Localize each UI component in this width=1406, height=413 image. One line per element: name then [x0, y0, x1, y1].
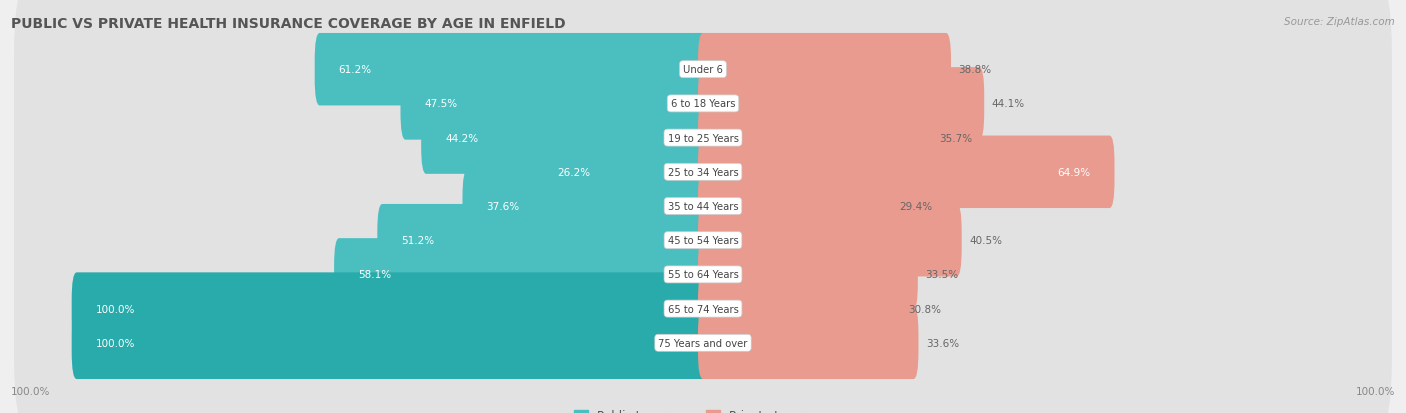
Text: 30.8%: 30.8%: [908, 304, 942, 314]
FancyBboxPatch shape: [534, 136, 709, 209]
Text: Source: ZipAtlas.com: Source: ZipAtlas.com: [1284, 17, 1395, 26]
FancyBboxPatch shape: [401, 68, 709, 140]
FancyBboxPatch shape: [14, 22, 1392, 186]
Text: 100.0%: 100.0%: [11, 387, 51, 396]
FancyBboxPatch shape: [697, 136, 1115, 209]
FancyBboxPatch shape: [697, 273, 901, 345]
Text: 75 Years and over: 75 Years and over: [658, 338, 748, 348]
FancyBboxPatch shape: [14, 90, 1392, 254]
FancyBboxPatch shape: [697, 204, 962, 277]
Text: PUBLIC VS PRIVATE HEALTH INSURANCE COVERAGE BY AGE IN ENFIELD: PUBLIC VS PRIVATE HEALTH INSURANCE COVER…: [11, 17, 565, 31]
FancyBboxPatch shape: [14, 124, 1392, 289]
FancyBboxPatch shape: [14, 159, 1392, 323]
FancyBboxPatch shape: [335, 239, 709, 311]
FancyBboxPatch shape: [697, 170, 893, 243]
Text: 55 to 64 Years: 55 to 64 Years: [668, 270, 738, 280]
Text: 37.6%: 37.6%: [486, 202, 519, 211]
Text: 45 to 54 Years: 45 to 54 Years: [668, 236, 738, 246]
FancyBboxPatch shape: [315, 34, 709, 106]
Text: 44.2%: 44.2%: [444, 133, 478, 143]
FancyBboxPatch shape: [14, 227, 1392, 391]
FancyBboxPatch shape: [697, 307, 918, 379]
Text: 44.1%: 44.1%: [991, 99, 1025, 109]
Text: 33.6%: 33.6%: [927, 338, 959, 348]
FancyBboxPatch shape: [377, 204, 709, 277]
Text: 35.7%: 35.7%: [939, 133, 972, 143]
FancyBboxPatch shape: [697, 102, 932, 174]
Text: 26.2%: 26.2%: [558, 167, 591, 177]
Legend: Public Insurance, Private Insurance: Public Insurance, Private Insurance: [569, 404, 837, 413]
Text: 47.5%: 47.5%: [425, 99, 457, 109]
Text: Under 6: Under 6: [683, 65, 723, 75]
FancyBboxPatch shape: [14, 0, 1392, 152]
Text: 6 to 18 Years: 6 to 18 Years: [671, 99, 735, 109]
Text: 100.0%: 100.0%: [1355, 387, 1395, 396]
Text: 65 to 74 Years: 65 to 74 Years: [668, 304, 738, 314]
FancyBboxPatch shape: [697, 34, 950, 106]
FancyBboxPatch shape: [72, 273, 709, 345]
Text: 40.5%: 40.5%: [969, 236, 1002, 246]
Text: 100.0%: 100.0%: [96, 338, 135, 348]
FancyBboxPatch shape: [697, 239, 918, 311]
Text: 38.8%: 38.8%: [959, 65, 991, 75]
FancyBboxPatch shape: [422, 102, 709, 174]
Text: 100.0%: 100.0%: [96, 304, 135, 314]
Text: 33.5%: 33.5%: [925, 270, 959, 280]
FancyBboxPatch shape: [14, 192, 1392, 357]
Text: 64.9%: 64.9%: [1057, 167, 1091, 177]
FancyBboxPatch shape: [14, 261, 1392, 413]
Text: 35 to 44 Years: 35 to 44 Years: [668, 202, 738, 211]
Text: 61.2%: 61.2%: [339, 65, 371, 75]
FancyBboxPatch shape: [697, 68, 984, 140]
Text: 19 to 25 Years: 19 to 25 Years: [668, 133, 738, 143]
Text: 58.1%: 58.1%: [359, 270, 391, 280]
FancyBboxPatch shape: [463, 170, 709, 243]
Text: 29.4%: 29.4%: [900, 202, 932, 211]
FancyBboxPatch shape: [14, 56, 1392, 221]
Text: 51.2%: 51.2%: [401, 236, 434, 246]
FancyBboxPatch shape: [72, 307, 709, 379]
Text: 25 to 34 Years: 25 to 34 Years: [668, 167, 738, 177]
